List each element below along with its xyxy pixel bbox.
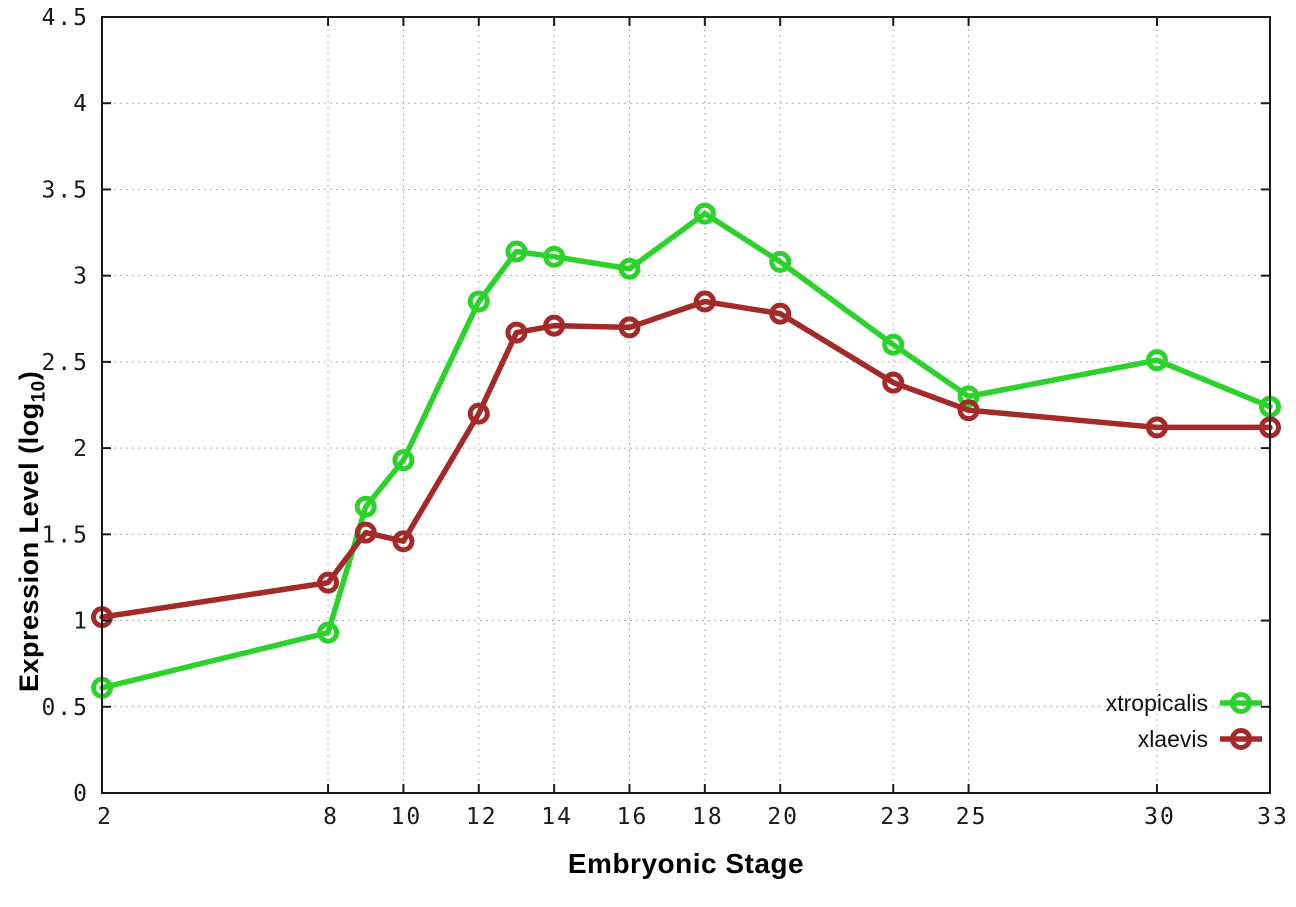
data-point-xlaevis [769, 302, 792, 325]
data-point-xlaevis [354, 521, 377, 544]
x-tick-label: 8 [323, 804, 339, 830]
data-point-xtropicalis [317, 621, 340, 644]
legend-marker-xtropicalis-icon [1220, 692, 1262, 714]
data-point-xtropicalis [543, 245, 566, 268]
data-point-xtropicalis [769, 250, 792, 273]
y-tick-label: 0.5 [41, 695, 89, 721]
data-point-xtropicalis [693, 202, 716, 225]
data-point-xlaevis [618, 316, 641, 339]
x-tick-label: 23 [880, 804, 912, 830]
x-tick-label: 25 [956, 804, 988, 830]
data-point-xlaevis [467, 402, 490, 425]
y-tick-label: 2 [73, 436, 89, 462]
x-tick-label: 14 [541, 804, 573, 830]
y-tick-label: 3 [73, 264, 89, 290]
y-tick-label: 1.5 [41, 522, 89, 548]
data-point-xlaevis [882, 371, 905, 394]
x-tick-label: 20 [767, 804, 799, 830]
data-point-xlaevis [317, 571, 340, 594]
data-point-xtropicalis [1145, 349, 1168, 372]
y-axis-label-main: Expression Level (log [14, 402, 44, 692]
y-tick-label: 3.5 [41, 177, 89, 203]
legend-label-xlaevis: xlaevis [1137, 725, 1208, 752]
data-point-xtropicalis [882, 333, 905, 356]
data-point-xlaevis [505, 321, 528, 344]
x-tick-label: 30 [1144, 804, 1176, 830]
y-axis-label-close: ) [14, 370, 44, 381]
legend-marker-xlaevis-icon [1220, 728, 1262, 750]
legend-item-xtropicalis: xtropicalis [1106, 688, 1264, 718]
y-axis-label-subscript: 10 [28, 380, 50, 403]
plot-border [101, 16, 1271, 794]
x-axis-label: Embryonic Stage [567, 848, 805, 879]
data-point-xtropicalis [467, 290, 490, 313]
x-tick-label: 10 [391, 804, 423, 830]
y-tick-label: 4 [73, 91, 89, 117]
y-tick-label: 0 [73, 781, 89, 807]
y-tick-label: 4.5 [41, 5, 89, 31]
data-point-xtropicalis [392, 449, 415, 472]
x-tick-label: 16 [617, 804, 649, 830]
x-tick-label: 2 [97, 804, 113, 830]
data-point-xtropicalis [505, 240, 528, 263]
data-point-xlaevis [1145, 416, 1168, 439]
legend: xtropicalis xlaevis [1106, 688, 1264, 754]
y-axis-label: Expression Level (log10) [14, 371, 50, 692]
data-point-xtropicalis [354, 495, 377, 518]
data-point-xlaevis [693, 290, 716, 313]
data-point-xtropicalis [618, 257, 641, 280]
legend-item-xlaevis: xlaevis [1106, 724, 1264, 754]
x-tick-label: 12 [466, 804, 498, 830]
x-tick-label: 33 [1257, 804, 1289, 830]
y-tick-label: 1 [73, 609, 89, 635]
series-line-xtropicalis [99, 210, 1273, 691]
data-point-xlaevis [392, 530, 415, 553]
data-point-xlaevis [957, 399, 980, 422]
series-line-xlaevis [99, 298, 1273, 620]
legend-label-xtropicalis: xtropicalis [1105, 689, 1208, 716]
y-tick-label: 2.5 [41, 350, 89, 376]
x-tick-label: 18 [692, 804, 724, 830]
data-point-xtropicalis [957, 385, 980, 408]
data-point-xlaevis [543, 314, 566, 337]
